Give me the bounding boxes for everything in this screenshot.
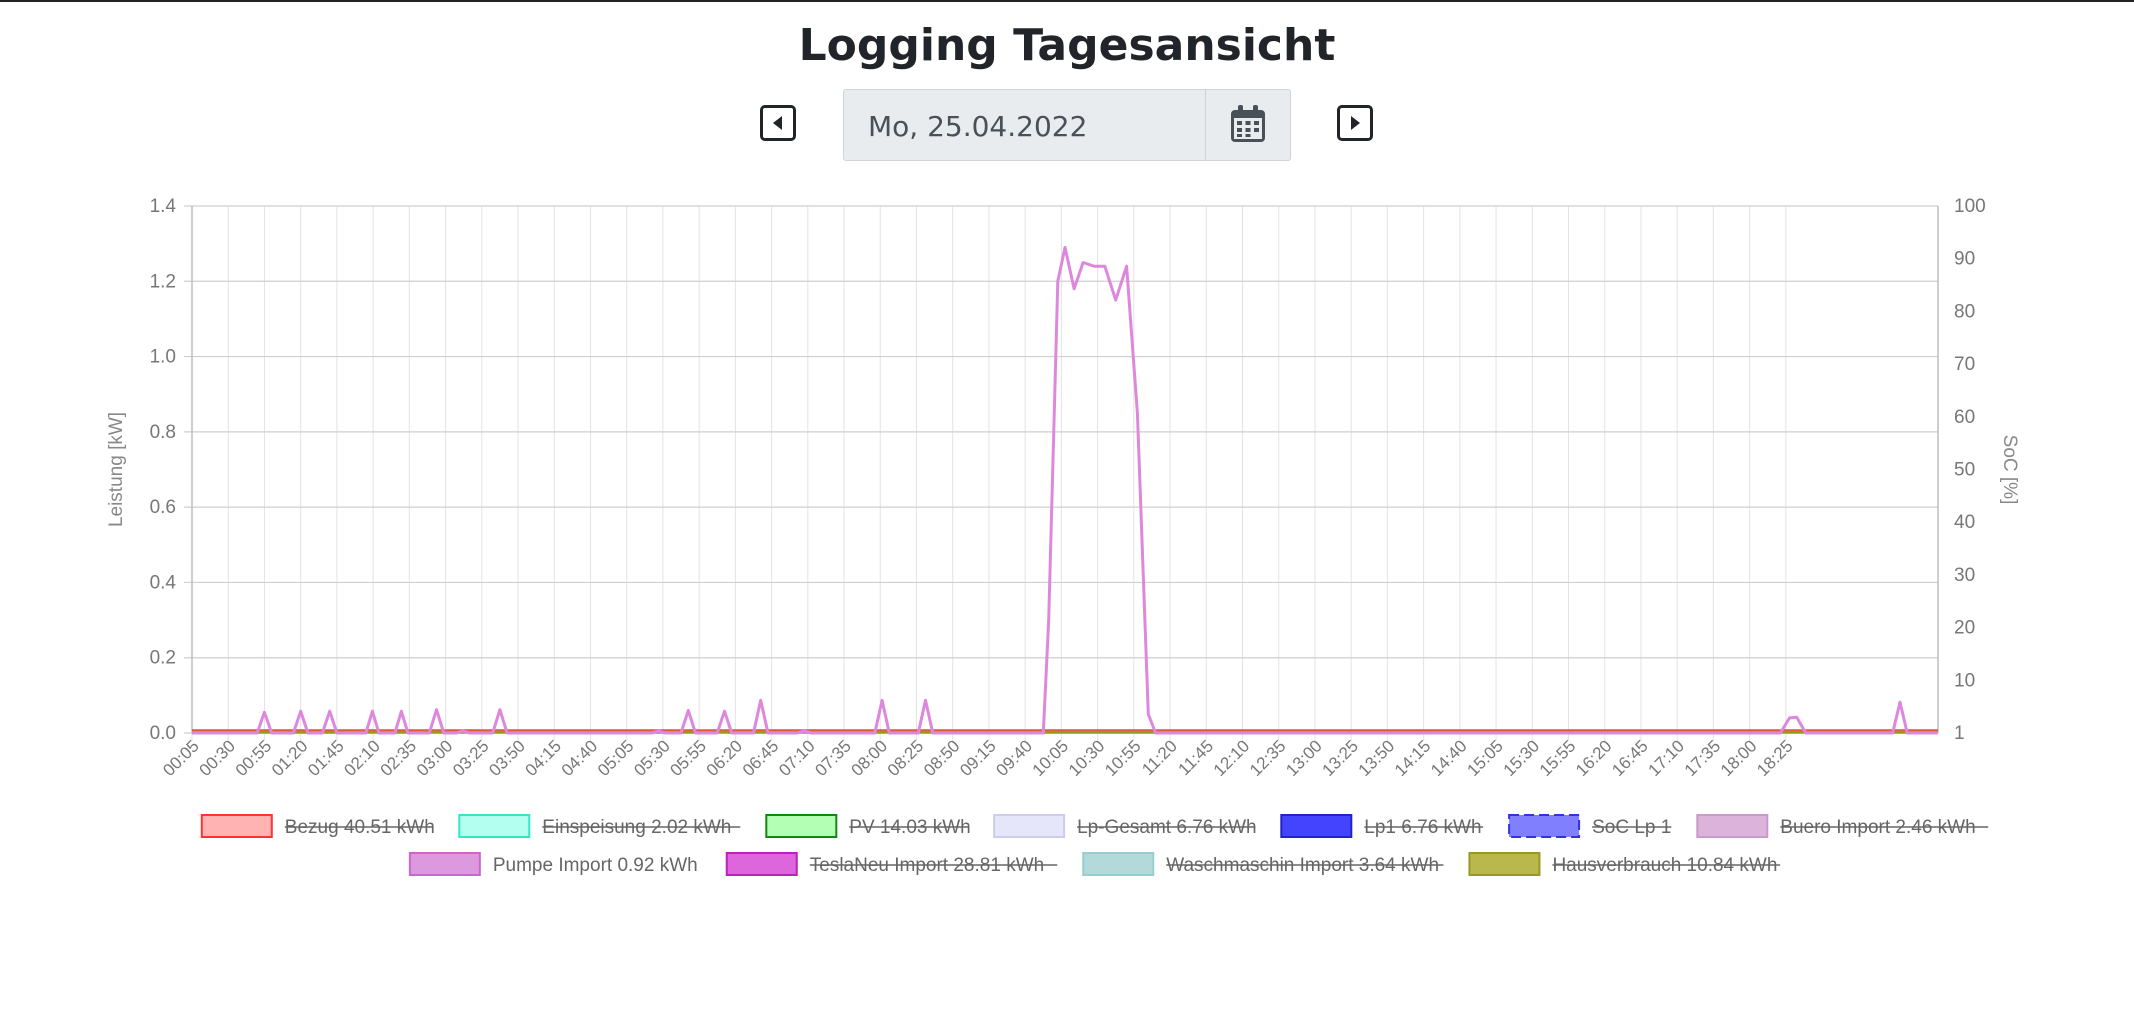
legend-swatch [458,814,531,838]
x-tick-label: 11:20 [1138,736,1181,779]
y-tick-label-left: 1.0 [150,347,176,368]
x-tick-label: 01:20 [268,736,312,780]
x-tick-label: 06:20 [703,736,747,780]
x-tick-label: 04:40 [558,736,602,780]
x-tick-label: 13:25 [1318,736,1362,780]
chart-grid [184,205,1939,741]
page-title: Logging Tagesansicht [798,20,1336,71]
x-tick-label: 05:05 [594,736,638,780]
x-tick-label: 05:30 [630,736,674,780]
y-axis-title-left: Leistung [kW] [106,412,127,527]
y-tick-label-left: 0.0 [150,723,176,744]
series-line [192,245,1938,735]
caret-right-icon [1351,116,1360,130]
x-tick-label: 08:25 [884,736,928,780]
calendar-button[interactable] [1205,90,1290,160]
x-tick-label: 04:15 [522,736,566,780]
y-tick-label-right: 1 [1954,723,1965,744]
x-tick-label: 02:10 [340,736,384,780]
legend-swatch [1696,814,1769,838]
chart-legend: Bezug 40.51 kWh Einspeisung 2.02 kWh PV 14… [200,814,1989,876]
date-input[interactable]: Mo, 25.04.2022 [868,110,1088,143]
calendar-icon [1231,105,1265,142]
x-tick-label: 13:50 [1355,736,1399,780]
legend-swatch [408,852,481,876]
y-tick-label-right: 20 [1954,618,1975,639]
y-tick-label-right: 100 [1954,196,1986,217]
y-tick-label-left: 1.4 [150,196,177,217]
legend-swatch [1508,814,1581,838]
x-tick-label: 09:15 [956,736,1000,780]
x-tick-label: 12:35 [1246,736,1290,780]
legend-swatch [1468,852,1541,876]
x-tick-label: 16:20 [1572,736,1616,780]
y-tick-label-right: 90 [1954,249,1975,270]
caret-left-icon [773,116,782,130]
prev-day-button[interactable] [760,105,796,141]
x-tick-label: 05:55 [666,736,710,780]
chart-series [192,245,1938,735]
x-tick-label: 09:40 [992,736,1036,780]
legend-swatch [725,852,798,876]
x-tick-label: 03:00 [413,736,457,780]
y-tick-label-right: 60 [1954,407,1975,428]
x-tick-label: 17:35 [1681,736,1725,780]
legend-swatch [1082,852,1155,876]
x-tick-label: 11:45 [1174,736,1217,779]
x-tick-label: 08:00 [848,736,892,780]
x-tick-label: 03:50 [485,736,529,780]
x-tick-label: 00:55 [232,736,276,780]
x-tick-label: 08:50 [920,736,964,780]
x-tick-label: 17:10 [1644,736,1688,780]
x-tick-label: 12:10 [1210,736,1254,780]
legend-label: Pumpe Import 0.92 kWh [493,855,698,876]
y-tick-label-right: 50 [1954,460,1975,481]
x-tick-label: 16:45 [1608,736,1652,780]
y-tick-label-right: 40 [1954,512,1975,533]
y-tick-label-left: 0.8 [150,422,176,443]
x-tick-label: 06:45 [739,736,783,780]
x-tick-label: 10:55 [1101,736,1145,780]
legend-swatch [765,814,838,838]
x-tick-label: 02:35 [377,736,421,780]
x-tick-label: 10:30 [1065,736,1109,780]
x-tick-label: 14:15 [1391,736,1435,780]
x-tick-label: 13:00 [1282,736,1326,780]
x-tick-label: 00:30 [196,736,240,780]
y-tick-label-left: 0.4 [150,572,177,593]
x-tick-label: 14:40 [1427,736,1471,780]
x-tick-label: 18:00 [1717,736,1761,780]
next-day-button[interactable] [1337,105,1373,141]
x-tick-label: 18:25 [1753,736,1797,780]
x-tick-label: 15:05 [1463,736,1507,780]
legend-swatch [993,814,1066,838]
x-tick-label: 03:25 [449,736,493,780]
y-tick-label-right: 70 [1954,354,1975,375]
legend-swatch [200,814,273,838]
legend-swatch [1280,814,1353,838]
x-tick-label: 15:30 [1500,736,1544,780]
x-tick-label: 07:10 [775,736,819,780]
x-tick-label: 15:55 [1536,736,1580,780]
x-tick-label: 10:05 [1029,736,1073,780]
chart-axes: 00:0500:3000:5501:2001:4502:1002:3503:00… [106,196,2020,780]
y-tick-label-left: 0.2 [150,648,176,669]
x-tick-label: 07:35 [811,736,855,780]
y-tick-label-right: 30 [1954,565,1975,586]
y-axis-title-right: SoC [%] [1999,435,2020,505]
date-picker[interactable]: Mo, 25.04.2022 [843,89,1291,161]
y-tick-label-left: 0.6 [150,497,176,518]
y-tick-label-right: 80 [1954,301,1975,322]
y-tick-label-left: 1.2 [150,271,176,292]
x-tick-label: 01:45 [304,736,348,780]
y-tick-label-right: 10 [1954,670,1975,691]
